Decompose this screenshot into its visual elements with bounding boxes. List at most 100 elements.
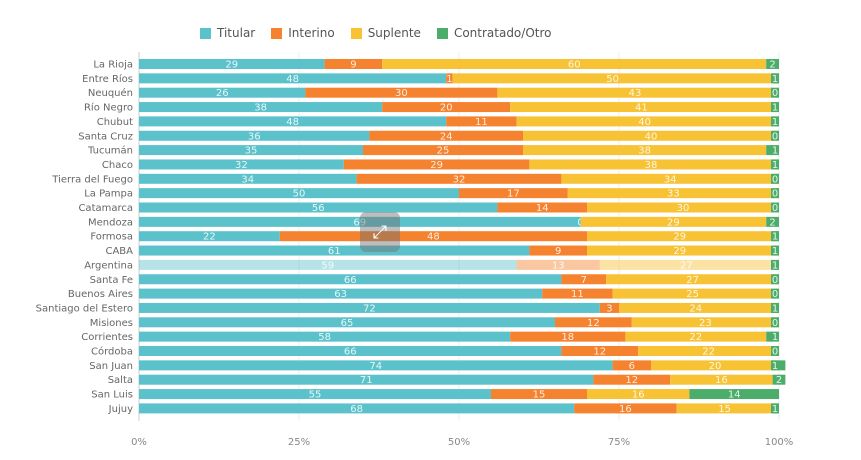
data-label: 16 xyxy=(632,390,645,401)
data-label: 48 xyxy=(427,232,440,243)
x-tick-label: 100% xyxy=(765,437,794,448)
data-label: 1 xyxy=(772,361,778,372)
bar-segment[interactable] xyxy=(599,259,773,270)
bar-segment[interactable] xyxy=(382,102,511,113)
bar-segment[interactable] xyxy=(772,374,786,385)
bar-segment[interactable] xyxy=(139,245,530,256)
bar-segment[interactable] xyxy=(779,360,786,371)
bar-segment[interactable] xyxy=(139,374,594,385)
data-label: 6 xyxy=(629,361,635,372)
bar-segment[interactable] xyxy=(139,288,543,299)
bar-segment[interactable] xyxy=(139,389,491,400)
bar-segment[interactable] xyxy=(139,302,600,313)
data-label: 20 xyxy=(709,361,722,372)
bar-segment[interactable] xyxy=(139,231,280,242)
bar-segment[interactable] xyxy=(516,116,773,127)
bar-segment[interactable] xyxy=(139,188,459,199)
bar-segment[interactable] xyxy=(139,87,306,98)
bar-segment[interactable] xyxy=(343,159,530,170)
bar-segment[interactable] xyxy=(625,331,767,342)
bar-segment[interactable] xyxy=(446,116,517,127)
bar-segment[interactable] xyxy=(279,231,587,242)
bar-segment[interactable] xyxy=(452,73,773,84)
bar-segment[interactable] xyxy=(139,274,562,285)
bar-segment[interactable] xyxy=(446,73,453,84)
bar-segment[interactable] xyxy=(561,173,779,184)
bar-segment[interactable] xyxy=(529,159,773,170)
data-label: 38 xyxy=(254,103,267,114)
bar-segment[interactable] xyxy=(523,130,779,141)
bar-segment[interactable] xyxy=(612,360,651,371)
legend-item-contratado-otro[interactable]: Contratado/Otro xyxy=(436,26,551,40)
bar-segment[interactable] xyxy=(139,259,517,270)
bar-segment[interactable] xyxy=(638,346,779,356)
bar-segment[interactable] xyxy=(139,202,498,213)
bar-segment[interactable] xyxy=(356,173,562,184)
bar-segment[interactable] xyxy=(363,145,523,156)
bar-segment[interactable] xyxy=(139,403,575,414)
bar-segment[interactable] xyxy=(612,288,773,299)
bar-segment[interactable] xyxy=(523,145,767,156)
legend-item-suplente[interactable]: Suplente xyxy=(350,26,421,40)
bar-segment[interactable] xyxy=(766,59,779,69)
data-label: 58 xyxy=(318,332,331,343)
bar-segment[interactable] xyxy=(510,102,773,113)
bar-segment[interactable] xyxy=(766,331,773,342)
bar-segment[interactable] xyxy=(587,389,690,400)
data-label: 2 xyxy=(769,60,775,71)
bar-segment[interactable] xyxy=(139,317,555,328)
bar-segment[interactable] xyxy=(139,331,511,342)
bar-segment[interactable] xyxy=(139,102,383,113)
bar-segment[interactable] xyxy=(631,317,779,328)
bar-segment[interactable] xyxy=(139,116,447,127)
bar-segment[interactable] xyxy=(382,59,767,69)
category-label: Santiago del Estero xyxy=(36,303,133,314)
bar-segment[interactable] xyxy=(139,173,357,184)
bar-segment[interactable] xyxy=(491,389,587,400)
bar-segment[interactable] xyxy=(670,374,773,385)
bar-segment[interactable] xyxy=(561,346,639,356)
bar-segment[interactable] xyxy=(139,360,613,371)
bar-segment[interactable] xyxy=(555,317,632,328)
bar-segment[interactable] xyxy=(139,346,562,356)
bar-segment[interactable] xyxy=(459,188,568,199)
bar-segment[interactable] xyxy=(139,145,363,156)
expand-icon[interactable]: ⤢ xyxy=(360,212,400,252)
data-label: 40 xyxy=(638,117,651,128)
bar-segment[interactable] xyxy=(542,288,613,299)
bar-segment[interactable] xyxy=(574,403,677,414)
bar-segment[interactable] xyxy=(529,245,587,256)
bar-segment[interactable] xyxy=(689,389,779,400)
bar-segment[interactable] xyxy=(587,202,779,213)
bar-segment[interactable] xyxy=(651,360,779,371)
bar-segment[interactable] xyxy=(139,73,447,84)
bar-segment[interactable] xyxy=(606,274,779,285)
bar-segment[interactable] xyxy=(766,145,773,156)
legend-label: Suplente xyxy=(367,26,421,40)
bar-segment[interactable] xyxy=(561,274,607,285)
bar-segment[interactable] xyxy=(497,87,773,98)
bar-segment[interactable] xyxy=(510,331,626,342)
bar-segment[interactable] xyxy=(369,130,523,141)
bar-segment[interactable] xyxy=(766,216,779,227)
legend-item-interino[interactable]: Interino xyxy=(271,26,335,40)
category-label: Catamarca xyxy=(78,203,133,214)
data-label-background xyxy=(771,259,779,270)
bar-segment[interactable] xyxy=(580,216,767,227)
bar-segment[interactable] xyxy=(324,59,383,69)
bar-segment[interactable] xyxy=(676,403,773,414)
bar-segment[interactable] xyxy=(587,231,773,242)
bar-segment[interactable] xyxy=(139,130,370,141)
legend-item-titular[interactable]: Titular xyxy=(200,26,255,40)
bar-segment[interactable] xyxy=(599,302,619,313)
bar-segment[interactable] xyxy=(619,302,773,313)
bar-segment[interactable] xyxy=(139,159,344,170)
bar-segment[interactable] xyxy=(567,188,779,199)
bar-segment[interactable] xyxy=(305,87,498,98)
bar-segment[interactable] xyxy=(497,202,587,213)
bar-segment[interactable] xyxy=(139,216,581,227)
bar-segment[interactable] xyxy=(593,374,671,385)
bar-segment[interactable] xyxy=(587,245,773,256)
bar-segment[interactable] xyxy=(516,259,600,270)
bar-segment[interactable] xyxy=(139,59,325,69)
